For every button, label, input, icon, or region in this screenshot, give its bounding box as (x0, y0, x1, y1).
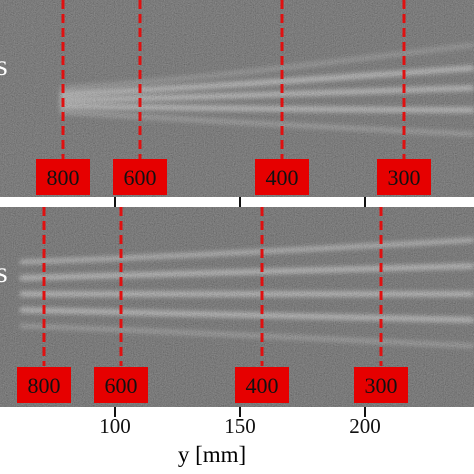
marker-box (17, 367, 71, 403)
marker-box (377, 159, 431, 195)
marker-label: 400 (246, 373, 279, 398)
marker-box (36, 159, 90, 195)
marker-box (235, 367, 289, 403)
marker-label: 800 (47, 165, 80, 190)
marker-box (255, 159, 309, 195)
marker-label: 800 (28, 373, 61, 398)
x-tick-label: 50 (0, 414, 1, 438)
marker-label: 300 (365, 373, 398, 398)
x-tick-label: 100 (99, 414, 131, 438)
marker-label: 600 (124, 165, 157, 190)
x-tick-label: 200 (349, 414, 381, 438)
x-axis-label: y [mm] (178, 442, 246, 467)
marker-label: 300 (388, 165, 421, 190)
marker-label: 600 (105, 373, 138, 398)
marker-box (113, 159, 167, 195)
x-tick-label: 150 (224, 414, 256, 438)
side-label: s (0, 49, 8, 82)
marker-box (94, 367, 148, 403)
side-label: s (0, 256, 8, 289)
marker-box (354, 367, 408, 403)
marker-label: 400 (266, 165, 299, 190)
